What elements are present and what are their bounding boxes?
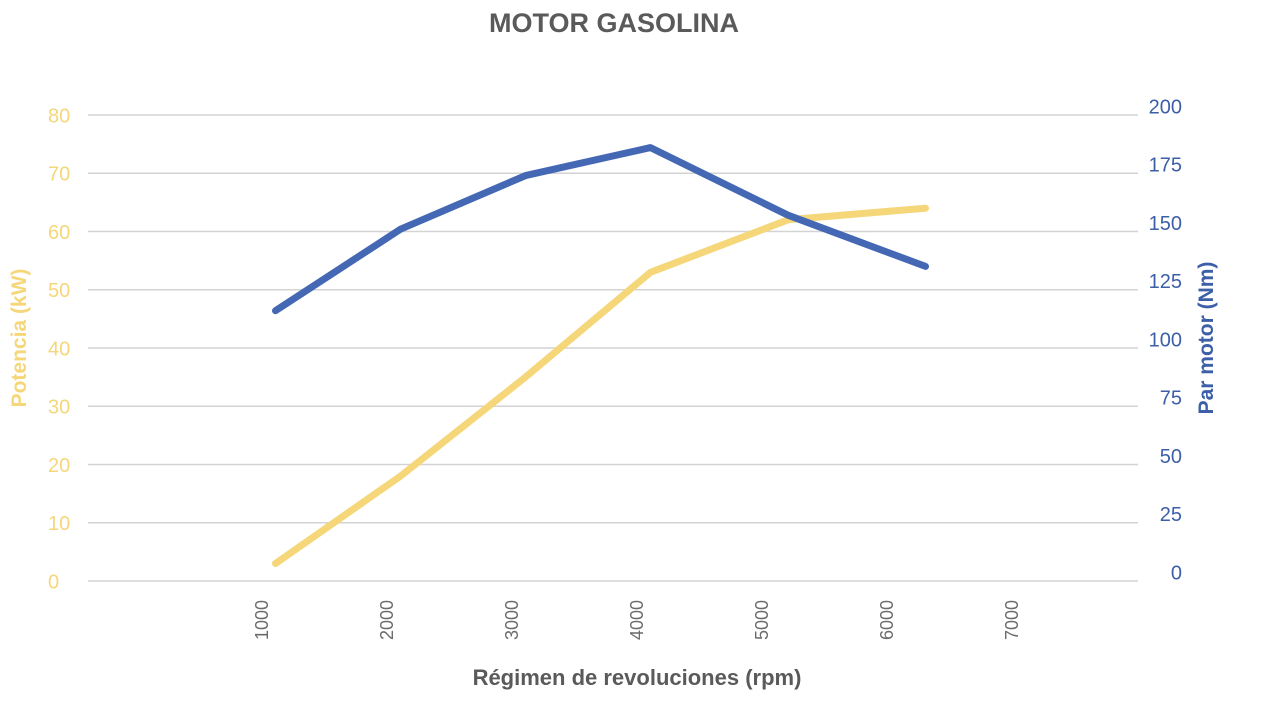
right-tick-label: 50 [1160, 446, 1182, 468]
right-tick-label: 150 [1149, 213, 1182, 235]
right-tick-label: 175 [1149, 155, 1182, 177]
left-tick-label: 10 [48, 513, 70, 535]
x-tick-label: 1000 [252, 600, 272, 640]
x-tick-label: 4000 [627, 600, 647, 640]
x-tick-label: 2000 [377, 600, 397, 640]
left-axis-ticks: 0 10 20 30 40 50 60 70 80 [48, 105, 70, 593]
left-tick-label: 60 [48, 222, 70, 244]
left-tick-label: 0 [48, 571, 59, 593]
left-tick-label: 30 [48, 397, 70, 419]
right-tick-label: 25 [1160, 504, 1182, 526]
left-tick-label: 40 [48, 338, 70, 360]
left-tick-label: 70 [48, 164, 70, 186]
par-motor-series-line [272, 144, 929, 315]
potencia-series-line [272, 204, 929, 567]
left-tick-label: 50 [48, 280, 70, 302]
x-axis-ticks: 1000 2000 3000 4000 5000 6000 7000 [252, 600, 1022, 640]
right-tick-label: 0 [1171, 562, 1182, 584]
x-axis-label: Régimen de revoluciones (rpm) [473, 665, 802, 690]
x-tick-label: 5000 [752, 600, 772, 640]
right-tick-label: 125 [1149, 271, 1182, 293]
right-axis-label: Par motor (Nm) [1195, 262, 1218, 415]
series-lines [272, 144, 929, 567]
x-tick-label: 7000 [1002, 600, 1022, 640]
right-tick-label: 75 [1160, 388, 1182, 410]
x-tick-label: 3000 [502, 600, 522, 640]
left-tick-label: 80 [48, 105, 70, 127]
left-tick-label: 20 [48, 455, 70, 477]
right-tick-label: 100 [1149, 329, 1182, 351]
right-axis-ticks: 0 25 50 75 100 125 150 175 200 [1149, 96, 1182, 584]
right-tick-label: 200 [1149, 96, 1182, 118]
left-axis-label: Potencia (kW) [8, 269, 31, 408]
chart-title: MOTOR GASOLINA [489, 8, 739, 38]
gridlines [88, 114, 1138, 582]
x-tick-label: 6000 [877, 600, 897, 640]
